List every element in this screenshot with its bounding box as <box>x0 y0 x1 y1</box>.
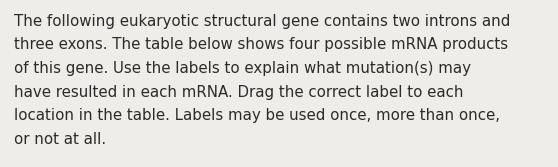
Text: three exons. The table below shows four possible mRNA products: three exons. The table below shows four … <box>14 38 508 52</box>
Text: of this gene. Use the labels to explain what mutation(s) may: of this gene. Use the labels to explain … <box>14 61 471 76</box>
Text: location in the table. Labels may be used once, more than once,: location in the table. Labels may be use… <box>14 108 500 123</box>
Text: have resulted in each mRNA. Drag the correct label to each: have resulted in each mRNA. Drag the cor… <box>14 85 464 100</box>
Text: The following eukaryotic structural gene contains two introns and: The following eukaryotic structural gene… <box>14 14 511 29</box>
Text: or not at all.: or not at all. <box>14 131 106 146</box>
